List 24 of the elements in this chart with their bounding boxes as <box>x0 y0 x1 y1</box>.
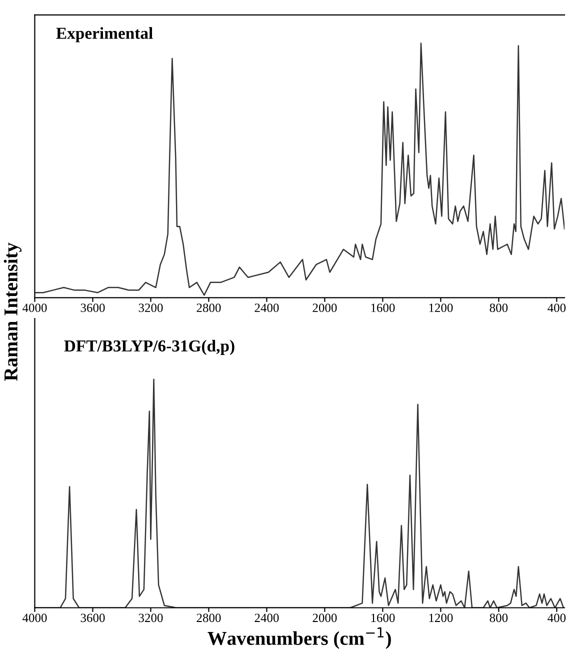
x-tick-label: 400 <box>548 614 566 622</box>
x-tick-label: 4000 <box>22 304 47 312</box>
x-tick-label: 3600 <box>80 304 105 312</box>
x-tick-label: 2800 <box>196 304 221 312</box>
x-tick-label: 1200 <box>429 304 453 312</box>
x-tick-label: 2400 <box>254 614 279 622</box>
x-tick-label: 4000 <box>22 614 47 622</box>
y-axis-title: Raman Intensity <box>4 242 22 381</box>
x-tick-label: 400 <box>548 304 566 312</box>
x-tick-label: 2000 <box>312 304 337 312</box>
x-tick-label: 800 <box>490 304 508 312</box>
x-tick-label: 1600 <box>371 614 395 622</box>
x-tick-label: 800 <box>490 614 508 622</box>
x-tick-label: 1600 <box>371 304 395 312</box>
chart-title: DFT/B3LYP/6-31G(d,p) <box>64 340 234 355</box>
x-axis-title: Wavenumbers (cm$^{−1}$) <box>208 627 391 649</box>
chart-title: Experimental <box>56 27 153 42</box>
x-tick-label: 1200 <box>429 614 453 622</box>
x-tick-label: 2400 <box>254 304 279 312</box>
x-tick-label: 3600 <box>80 614 105 622</box>
x-tick-label: 3200 <box>138 614 163 622</box>
x-tick-label: 2800 <box>196 614 221 622</box>
x-tick-label: 3200 <box>138 304 163 312</box>
x-tick-label: 2000 <box>312 614 337 622</box>
